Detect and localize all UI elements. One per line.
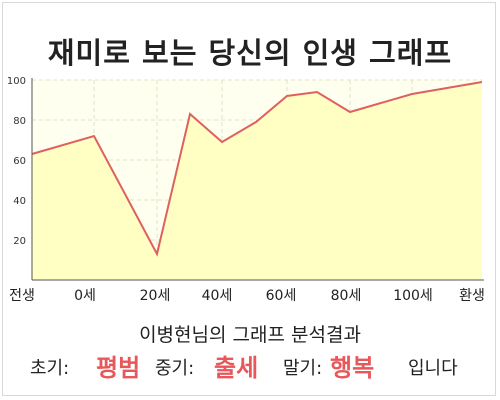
- late-value: 행복: [330, 354, 375, 382]
- mid-value: 출세: [214, 354, 259, 382]
- late-label: 말기:: [283, 358, 323, 379]
- x-tick-label: 20세: [139, 288, 171, 304]
- x-tick-label: 40세: [201, 288, 233, 304]
- series-line: [31, 81, 483, 257]
- result-suffix: 입니다: [408, 358, 458, 379]
- mid-label: 중기:: [155, 358, 195, 379]
- y-tick-label: 80: [13, 116, 26, 127]
- x-tick-label: 100세: [393, 288, 433, 304]
- result-summary: 초기: 평범 중기: 출세 말기: 행복 입니다: [0, 344, 500, 384]
- series-area: [32, 82, 482, 280]
- chart-title: 재미로 보는 당신의 인생 그래프: [47, 36, 453, 70]
- x-tick-label: 80세: [330, 288, 362, 304]
- y-tick-label: 40: [13, 196, 26, 207]
- y-tick-label: 100: [7, 76, 26, 87]
- x-tick-label: 환생: [459, 288, 485, 304]
- chart-frame: [2, 2, 496, 396]
- x-axis-labels: 전생 0세 20세 40세 60세 80세 100세 환생: [0, 285, 500, 305]
- x-tick-label: 전생: [9, 288, 35, 304]
- early-value: 평범: [96, 354, 141, 382]
- early-label: 초기:: [30, 358, 70, 379]
- x-tick-label: 0세: [74, 288, 96, 304]
- y-axis-ticks: 20 40 60 80 100: [7, 76, 26, 247]
- y-tick-label: 20: [13, 236, 26, 247]
- y-tick-label: 60: [13, 156, 26, 167]
- x-tick-label: 60세: [265, 288, 297, 304]
- result-subtitle: 이병현님의 그래프 분석결과: [139, 324, 361, 346]
